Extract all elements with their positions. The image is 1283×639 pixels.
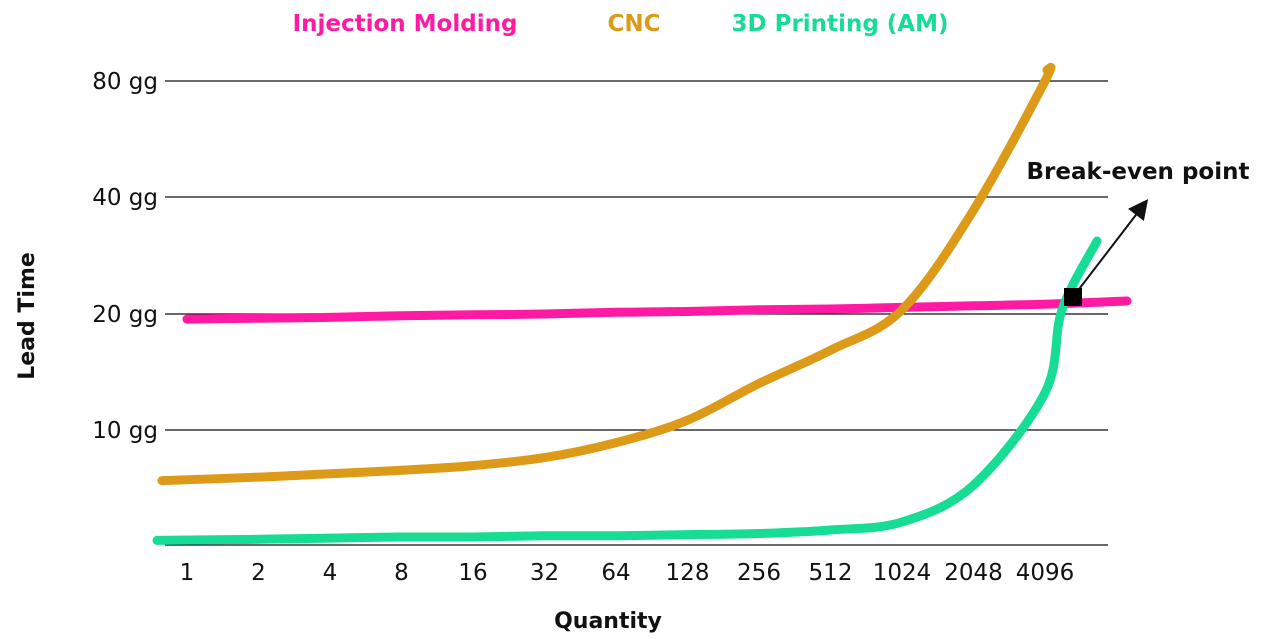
annotation-label: Break-even point <box>1027 159 1250 185</box>
x-tick-label: 128 <box>666 560 710 586</box>
x-tick-label: 2048 <box>944 560 1003 586</box>
x-axis-label: Quantity <box>554 609 662 634</box>
y-tick-label: 10 gg <box>92 418 158 444</box>
x-tick-label: 32 <box>530 560 559 586</box>
x-tick-label: 1 <box>180 560 195 586</box>
x-tick-labels: 1 2 4 8 16 32 64 128 256 512 1024 2048 4096 <box>180 560 1075 586</box>
x-tick-label: 1024 <box>873 560 932 586</box>
series-line-3d-printing-am <box>152 236 1102 545</box>
break-even-annotation: Break-even point <box>1027 159 1250 306</box>
x-tick-label: 64 <box>601 560 630 586</box>
legend-item: CNC <box>607 11 660 37</box>
series-line-cnc <box>157 62 1056 486</box>
y-tick-label: 80 gg <box>92 69 158 95</box>
y-axis-label: Lead Time <box>15 252 40 380</box>
legend: Injection Molding CNC 3D Printing (AM) <box>293 11 949 37</box>
x-tick-label: 4 <box>323 560 338 586</box>
x-tick-label: 4096 <box>1016 560 1075 586</box>
break-even-marker <box>1064 288 1082 306</box>
y-tick-label: 40 gg <box>92 185 158 211</box>
legend-item: Injection Molding <box>293 11 518 37</box>
x-tick-label: 8 <box>394 560 409 586</box>
series-line-injection-molding <box>182 296 1132 324</box>
x-tick-label: 2 <box>251 560 266 586</box>
y-tick-labels: 10 gg 20 gg 40 gg 80 gg <box>92 69 158 444</box>
series-lines <box>152 62 1132 545</box>
x-tick-label: 256 <box>737 560 781 586</box>
y-tick-label: 20 gg <box>92 302 158 328</box>
annotation-arrow <box>1072 199 1149 298</box>
legend-item: 3D Printing (AM) <box>732 11 949 37</box>
x-tick-label: 512 <box>809 560 853 586</box>
x-tick-label: 16 <box>458 560 487 586</box>
